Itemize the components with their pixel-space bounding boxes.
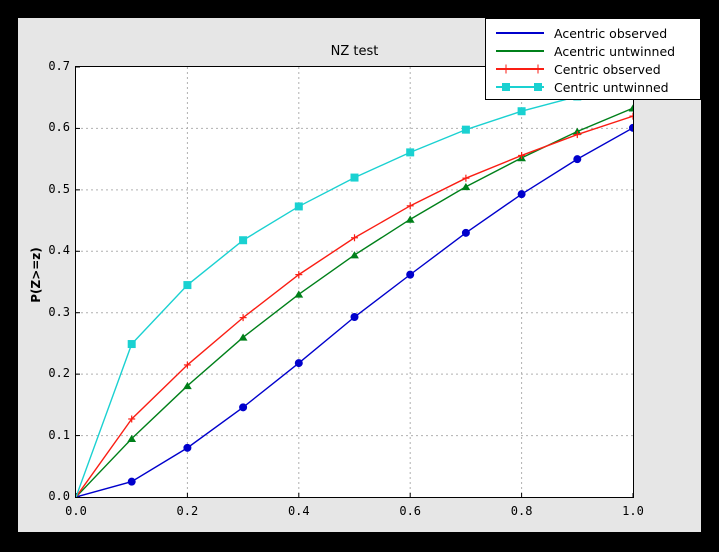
y-tick-label: 0.0 — [48, 489, 70, 503]
x-tick-label: 0.0 — [65, 504, 87, 518]
x-axis-label: Z — [349, 537, 360, 552]
data-point — [461, 182, 471, 191]
legend-item-2[interactable]: Centric observed — [492, 60, 694, 78]
legend-label: Acentric untwinned — [554, 43, 676, 59]
data-point — [350, 251, 359, 259]
data-point — [517, 107, 526, 116]
series-1 — [76, 104, 633, 497]
x-tick-label: 0.4 — [287, 504, 310, 518]
data-point — [461, 125, 470, 134]
legend-marker-icon — [502, 83, 510, 91]
plot-surface — [76, 67, 633, 497]
data-point — [406, 270, 415, 279]
legend-marker-icon — [533, 64, 543, 74]
legend-marker-icon — [534, 83, 542, 91]
x-tick-label: 1.0 — [622, 504, 644, 518]
legend-swatch-icon — [492, 42, 548, 60]
legend-label: Acentric observed — [554, 25, 668, 41]
y-tick-label: 0.1 — [48, 427, 70, 442]
y-axis-ticks: 0.0 0.1 0.2 0.3 0.4 0.5 0.6 0.7 — [18, 59, 70, 503]
data-point — [461, 228, 470, 237]
series-line — [76, 127, 633, 497]
legend-item-0[interactable]: Acentric observed — [492, 24, 694, 42]
x-tick-label: 0.6 — [399, 504, 422, 518]
legend-label: Centric untwinned — [554, 79, 669, 95]
chart-legend[interactable]: Acentric observed Acentric untwinned Centr… — [485, 18, 701, 100]
data-point — [628, 104, 633, 112]
data-point — [127, 340, 136, 349]
y-tick-label: 0.2 — [48, 366, 70, 381]
chart-title: NZ test — [330, 44, 379, 59]
series-line — [76, 107, 633, 497]
data-point — [239, 236, 248, 245]
data-point — [350, 313, 359, 322]
legend-swatch-icon — [492, 60, 548, 78]
data-point — [183, 382, 192, 390]
y-tick-label: 0.3 — [48, 304, 70, 319]
data-point — [127, 477, 136, 486]
x-tick-label: 0.8 — [510, 504, 533, 518]
series-0 — [76, 123, 633, 497]
legend-label: Centric observed — [554, 61, 661, 77]
data-point — [127, 434, 137, 442]
legend-swatch-icon — [492, 24, 548, 42]
data-point — [294, 202, 303, 211]
data-point — [350, 173, 359, 182]
plot-area — [75, 66, 634, 498]
x-axis-ticks: 0.0 0.2 0.4 0.6 0.8 1.0 — [65, 504, 644, 524]
legend-item-3[interactable]: Centric untwinned — [492, 78, 694, 96]
data-point — [183, 443, 192, 452]
y-tick-label: 0.6 — [48, 120, 70, 135]
legend-item-1[interactable]: Acentric untwinned — [492, 42, 694, 60]
legend-marker-icon — [501, 64, 511, 74]
series-line — [76, 85, 633, 497]
y-tick-label: 0.4 — [48, 243, 70, 258]
data-point — [517, 190, 526, 199]
legend-swatch-icon — [492, 78, 548, 96]
data-point — [406, 148, 415, 157]
y-tick-label: 0.5 — [48, 181, 70, 196]
data-point — [405, 215, 415, 223]
data-point — [239, 403, 248, 412]
chart-svg — [76, 67, 633, 497]
matplotlib-figure: NZ test P(Z>=z) 0.0 0.1 0.2 0.3 0.4 0.5 0.6 0.7… — [18, 18, 701, 552]
data-point — [183, 281, 192, 290]
series-2 — [76, 112, 633, 497]
data-point — [573, 155, 582, 164]
series-line — [76, 115, 633, 497]
data-point — [294, 290, 304, 298]
x-tick-label: 0.2 — [176, 504, 199, 518]
data-point — [629, 123, 633, 132]
data-point — [238, 333, 248, 341]
y-tick-label: 0.7 — [48, 59, 70, 73]
data-point — [294, 359, 303, 368]
